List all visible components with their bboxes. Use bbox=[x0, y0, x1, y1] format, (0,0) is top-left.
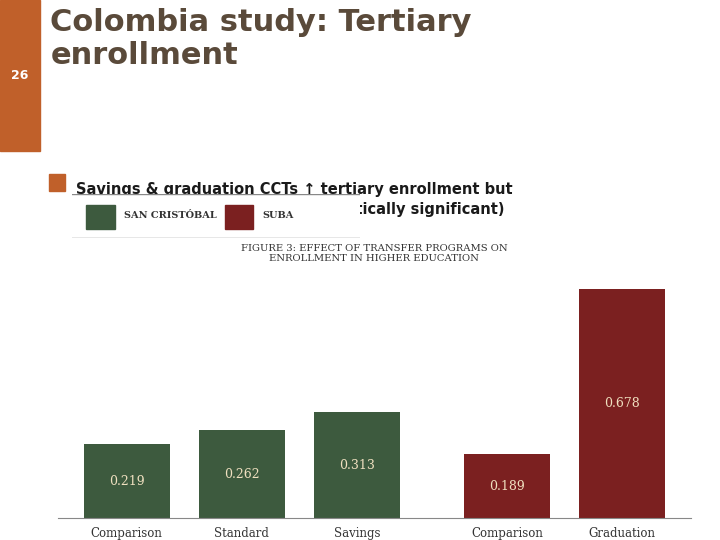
Bar bbox=[86, 205, 115, 229]
Text: 0.262: 0.262 bbox=[224, 468, 260, 481]
Text: SUBA: SUBA bbox=[262, 212, 294, 220]
Text: 0.313: 0.313 bbox=[339, 459, 375, 472]
Bar bbox=[225, 205, 253, 229]
Text: 26: 26 bbox=[11, 69, 28, 82]
Bar bbox=[0, 0, 40, 151]
Bar bbox=[314, 413, 400, 518]
Text: SAN CRISTÓBAL: SAN CRISTÓBAL bbox=[124, 212, 217, 220]
Bar bbox=[464, 455, 550, 518]
Bar bbox=[579, 289, 665, 518]
Text: 0.678: 0.678 bbox=[604, 397, 640, 410]
Text: Savings & graduation CCTs ↑ tertiary enrollment but
standard CCT does not (not s: Savings & graduation CCTs ↑ tertiary enr… bbox=[76, 181, 512, 217]
Text: 0.219: 0.219 bbox=[109, 475, 145, 488]
Bar bbox=[84, 444, 170, 518]
Bar bbox=[49, 174, 65, 191]
Bar bbox=[199, 430, 285, 518]
Text: 0.189: 0.189 bbox=[489, 480, 525, 493]
Text: FIGURE 3: EFFECT OF TRANSFER PROGRAMS ON
ENROLLMENT IN HIGHER EDUCATION: FIGURE 3: EFFECT OF TRANSFER PROGRAMS ON… bbox=[241, 244, 508, 263]
FancyBboxPatch shape bbox=[66, 193, 366, 239]
Text: Colombia study: Tertiary
enrollment: Colombia study: Tertiary enrollment bbox=[50, 8, 472, 70]
